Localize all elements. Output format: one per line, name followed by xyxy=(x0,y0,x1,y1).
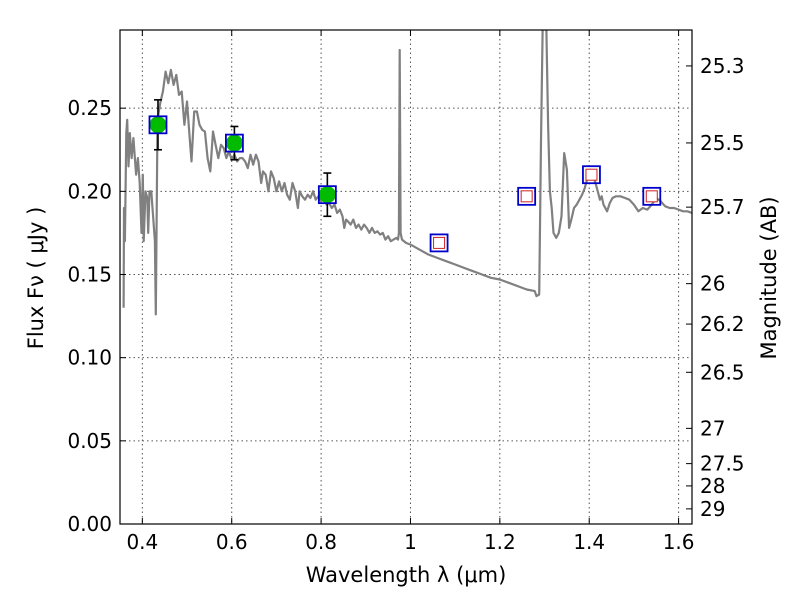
y-tick-label: 0.05 xyxy=(67,429,112,453)
y2-tick-label: 25.5 xyxy=(700,131,745,155)
model-photometry-square xyxy=(429,233,449,253)
axes: 0.4 0.6 0.8 1 1.2 1.4 1.6 0.00 0.05 0.10 0.15 0.20 0… xyxy=(67,29,745,554)
model-photometry-square xyxy=(642,186,662,206)
model-photometry-square xyxy=(317,185,337,205)
observed-nir-point xyxy=(645,190,658,203)
y2-tick-label: 27 xyxy=(700,416,725,440)
detection-point xyxy=(149,116,167,134)
y-tick-label: 0.15 xyxy=(67,263,112,287)
x-tick-label: 0.4 xyxy=(126,530,158,554)
x-tick-label: 1.4 xyxy=(573,530,605,554)
x-tick-label: 1.6 xyxy=(663,530,695,554)
y-tick-label: 0.20 xyxy=(67,179,112,203)
detection-point xyxy=(225,134,243,152)
x-axis-label: Wavelength λ (μm) xyxy=(306,563,507,587)
x-tick-label: 1.2 xyxy=(484,530,516,554)
plot-area xyxy=(122,30,692,316)
observed-nir-point xyxy=(433,236,446,249)
y-tick-label: 0.00 xyxy=(67,512,112,536)
model-photometry-square xyxy=(224,133,244,153)
y2-tick-label: 25.3 xyxy=(700,54,745,78)
x-tick-label: 0.6 xyxy=(216,530,248,554)
y2-tick-label: 27.5 xyxy=(700,452,745,476)
y2-tick-label: 29 xyxy=(700,497,725,521)
model-photometry-square xyxy=(517,186,537,206)
y2-tick-label: 26.5 xyxy=(700,360,745,384)
y2-axis-label: Magnitude (AB) xyxy=(757,196,781,359)
model-photometry-square xyxy=(582,165,601,185)
model-spectrum-line xyxy=(122,30,692,316)
grid xyxy=(120,30,692,524)
observed-nir-point xyxy=(585,168,598,181)
y2-tick-label: 26 xyxy=(700,272,725,296)
x-tick-label: 1 xyxy=(404,530,417,554)
y-tick-label: 0.25 xyxy=(67,96,112,120)
y-tick-label: 0.10 xyxy=(67,346,112,370)
observed-nir-point xyxy=(520,190,533,203)
y2-tick-label: 28 xyxy=(700,474,725,498)
y-axis-label: Flux Fν ( μJy ) xyxy=(24,207,48,350)
x-tick-label: 0.8 xyxy=(305,530,337,554)
plot-frame xyxy=(119,29,693,525)
y2-tick-label: 26.2 xyxy=(700,312,745,336)
detection-point xyxy=(318,186,336,204)
model-photometry-square xyxy=(148,115,168,135)
y2-tick-label: 25.7 xyxy=(700,195,745,219)
